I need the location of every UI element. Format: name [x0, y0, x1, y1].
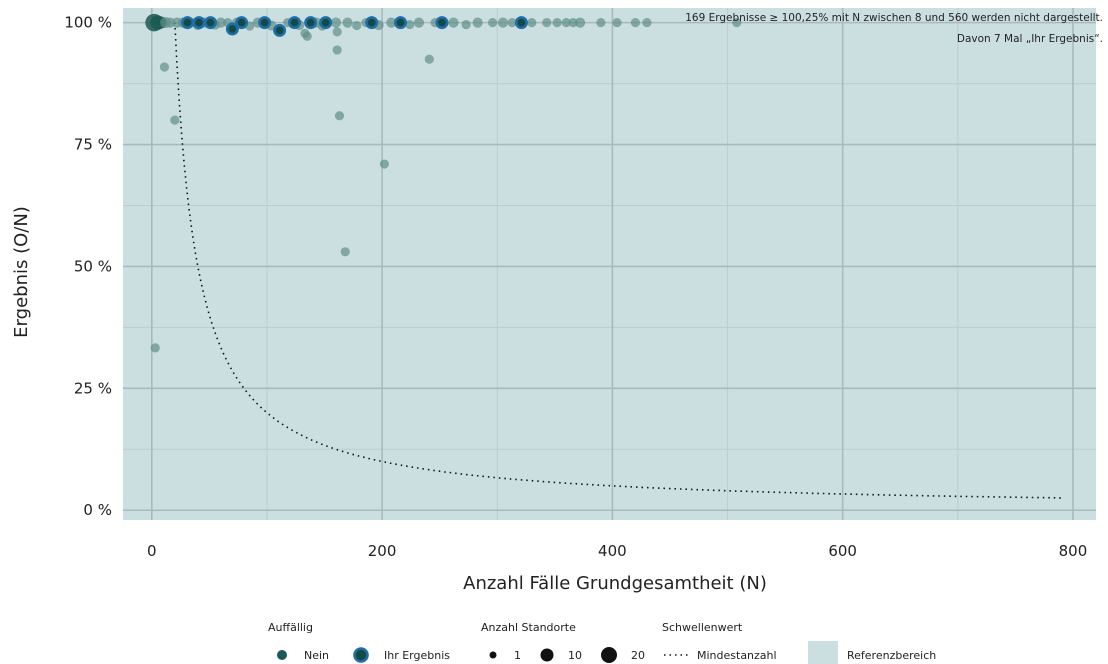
legend-key-ihr-ergebnis	[353, 647, 369, 663]
legend-label-nein: Nein	[304, 649, 329, 662]
data-point-nein	[352, 20, 362, 31]
legend-title-auffaellig: Auffällig	[268, 621, 313, 634]
data-point-nein	[448, 17, 459, 28]
data-point-nein	[334, 111, 345, 121]
data-point-nein	[488, 18, 498, 28]
data-point-nein	[596, 18, 606, 28]
data-point-nein	[413, 17, 425, 28]
data-point-nein	[561, 18, 571, 28]
data-point-nein	[568, 18, 578, 28]
data-point-nein	[575, 17, 586, 28]
legend-title-anzahl-standorte: Anzahl Standorte	[481, 621, 576, 634]
x-tick-labels: 0 200 400 600 800	[147, 542, 1087, 560]
data-point-nein	[332, 27, 342, 37]
data-point-nein	[340, 247, 350, 257]
data-point-nein	[330, 17, 342, 28]
data-point-ihr-ergebnis	[319, 16, 333, 30]
x-tick-label: 800	[1059, 542, 1088, 560]
annotation-line-2: Davon 7 Mal „Ihr Ergebnis“.	[957, 33, 1103, 45]
legend-title-schwellenwert: Schwellenwert	[662, 621, 743, 634]
data-point-nein	[507, 18, 517, 28]
data-point-nein	[342, 17, 353, 28]
data-point-nein	[159, 62, 170, 72]
legend-key-size-20	[601, 647, 617, 663]
data-point-nein	[386, 17, 397, 28]
points-ihr-ergebnis	[180, 16, 528, 37]
data-point-nein	[150, 343, 160, 353]
data-point-nein	[732, 18, 742, 28]
data-point-nein	[527, 18, 537, 28]
data-point-nein	[170, 115, 180, 125]
legend-label-size-10: 10	[568, 649, 582, 662]
x-tick-label: 0	[147, 542, 157, 560]
x-tick-label: 400	[598, 542, 627, 560]
legend-key-size-1	[489, 651, 497, 659]
data-point-ihr-ergebnis	[258, 16, 272, 30]
legend: Auffällig Nein Ihr Ergebnis Anzahl Stand…	[268, 621, 936, 664]
data-point-ihr-ergebnis	[365, 16, 379, 30]
data-point-ihr-ergebnis	[273, 23, 287, 37]
data-point-nein	[497, 17, 509, 28]
data-point-ihr-ergebnis	[225, 22, 239, 36]
data-point-nein	[379, 159, 389, 169]
legend-label-ihr-ergebnis: Ihr Ergebnis	[384, 649, 450, 662]
data-point-ihr-ergebnis	[288, 16, 302, 30]
legend-key-size-10	[540, 648, 554, 662]
data-point-ihr-ergebnis	[235, 16, 249, 30]
data-point-ihr-ergebnis	[394, 16, 408, 30]
legend-label-size-1: 1	[514, 649, 521, 662]
legend-label-mindestanzahl: Mindestanzahl	[697, 649, 777, 662]
data-point-nein	[424, 54, 434, 64]
y-tick-label: 25 %	[74, 379, 112, 397]
data-point-nein	[215, 17, 226, 28]
legend-key-nein	[277, 650, 287, 660]
data-point-ihr-ergebnis	[204, 16, 218, 30]
data-point-nein	[302, 31, 312, 41]
x-tick-label: 600	[828, 542, 857, 560]
legend-label-size-20: 20	[631, 649, 645, 662]
data-point-nein	[612, 18, 622, 28]
data-point-nein	[472, 17, 483, 28]
data-point-nein	[332, 45, 342, 55]
annotation-line-1: 169 Ergebnisse ≥ 100,25% mit N zwischen …	[685, 12, 1103, 24]
y-tick-label: 50 %	[74, 257, 112, 275]
data-point-ihr-ergebnis	[514, 16, 528, 30]
data-point-nein	[461, 19, 471, 30]
x-tick-label: 200	[368, 542, 397, 560]
data-point-nein	[552, 18, 562, 28]
x-axis-title: Anzahl Fälle Grundgesamtheit (N)	[463, 573, 767, 594]
data-point-ihr-ergebnis	[435, 16, 449, 30]
grid-lines	[123, 8, 1096, 520]
y-tick-labels: 0 % 25 % 50 % 75 % 100 %	[64, 14, 112, 520]
data-point-ihr-ergebnis	[180, 16, 194, 30]
legend-label-referenzbereich: Referenzbereich	[847, 649, 936, 662]
legend-key-referenzbereich	[808, 641, 838, 664]
y-axis-title: Ergebnis (O/N)	[11, 206, 32, 338]
data-point-ihr-ergebnis	[304, 16, 318, 30]
y-tick-label: 75 %	[74, 136, 112, 154]
data-point-nein	[542, 18, 552, 28]
y-tick-label: 100 %	[64, 14, 112, 32]
y-tick-label: 0 %	[83, 501, 112, 519]
data-point-nein	[642, 18, 652, 28]
data-point-nein	[630, 18, 641, 28]
data-point-ihr-ergebnis	[192, 16, 206, 30]
data-point-nein	[405, 19, 415, 30]
plot-panel	[123, 8, 1096, 520]
